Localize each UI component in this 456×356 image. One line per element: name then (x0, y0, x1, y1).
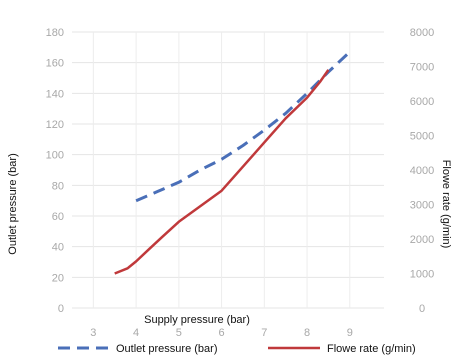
x-tick-label: 6 (219, 327, 225, 339)
x-tick-label: 9 (347, 327, 353, 339)
y-tick-label: 100 (46, 150, 64, 162)
y2-tick-label: 1000 (410, 269, 434, 281)
y-tick-label: 80 (52, 180, 64, 192)
y2-tick-label: 7000 (410, 62, 434, 74)
y2-tick-label: 0 (419, 303, 425, 315)
x-tick-label: 4 (133, 327, 139, 339)
x-tick-label: 7 (261, 327, 267, 339)
y2-tick-label: 4000 (410, 165, 434, 177)
y-tick-label: 40 (52, 242, 64, 254)
series-flow-rate-line (114, 69, 330, 275)
y2-tick-label: 8000 (410, 27, 434, 39)
y2-tick-label: 2000 (410, 234, 434, 246)
x-tick-label: 3 (90, 327, 96, 339)
y2-tick-label: 3000 (410, 200, 434, 212)
legend-label-outlet-pressure: Outlet pressure (bar) (116, 343, 217, 355)
tick-layer: 0 20 40 60 80 100 120 140 160 180 0 1000 2000 3000 400… (46, 27, 435, 339)
x-tick-label: 8 (304, 327, 310, 339)
y2-tick-label: 6000 (410, 96, 434, 108)
grid-layer (72, 31, 384, 309)
legend-label-flow-rate: Flowe rate (g/min) (327, 343, 416, 355)
y-tick-label: 140 (46, 88, 64, 100)
y2-tick-label: 5000 (410, 131, 434, 143)
y-tick-label: 180 (46, 27, 64, 39)
y-tick-label: 120 (46, 119, 64, 131)
series-outlet-pressure-line (135, 50, 351, 203)
y-tick-label: 160 (46, 58, 64, 70)
legend: Outlet pressure (bar) Flowe rate (g/min) (58, 343, 416, 355)
y-tick-label: 20 (52, 272, 64, 284)
x-tick-label: 5 (176, 327, 182, 339)
series-layer (114, 50, 351, 275)
y-tick-label: 0 (58, 303, 64, 315)
y-axis-title: Outlet pressure (bar) (7, 153, 19, 254)
x-axis-title: Supply pressure (bar) (144, 314, 250, 326)
y2-axis-title: Flowe rate (g/min) (440, 160, 452, 249)
y-tick-label: 60 (52, 211, 64, 223)
